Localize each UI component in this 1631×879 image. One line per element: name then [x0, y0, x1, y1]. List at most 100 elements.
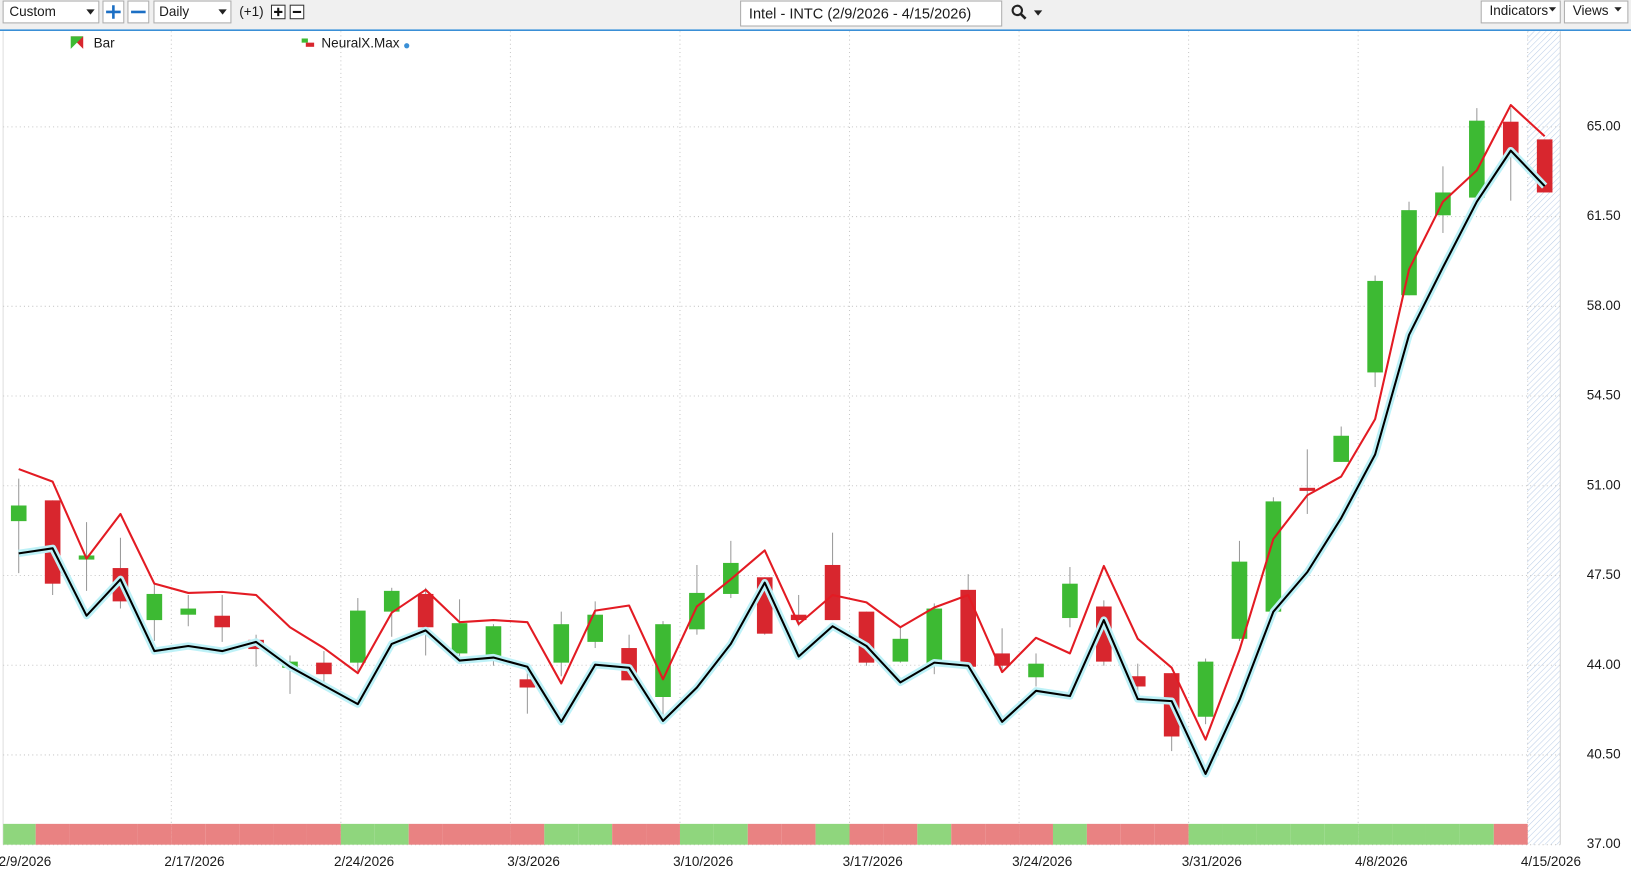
signal-cell: [273, 823, 307, 845]
signal-cell: [1052, 823, 1087, 845]
signal-cell: [1358, 823, 1393, 845]
signal-cell: [1392, 823, 1426, 845]
candle-body: [417, 593, 434, 628]
candle-body: [10, 505, 27, 522]
candle-body: [1062, 583, 1078, 619]
candle-body: [451, 623, 468, 654]
upper-line: [18, 104, 1546, 741]
candle-body: [146, 593, 163, 621]
candle-body: [1401, 210, 1417, 296]
y-tick-label: 40.50: [1587, 747, 1621, 762]
signal-cell: [815, 823, 850, 845]
candle-body: [44, 500, 61, 584]
legend: Bar NeuralX.Max: [70, 35, 410, 50]
candle-body: [824, 564, 841, 621]
candle-body: [689, 592, 705, 630]
legend-dot: [404, 43, 410, 49]
candle-body: [383, 590, 400, 612]
offset-label: (+1): [239, 4, 263, 19]
signal-cell: [510, 823, 545, 845]
signal-cell: [306, 823, 341, 845]
signal-cell: [747, 823, 782, 845]
x-tick-label: 4/8/2026: [1355, 854, 1408, 869]
candle-body: [316, 662, 332, 675]
views-button[interactable]: Views: [1563, 0, 1629, 24]
y-tick-label: 54.50: [1587, 388, 1621, 403]
signal-cell: [1290, 823, 1325, 845]
indicators-button[interactable]: Indicators: [1480, 0, 1561, 24]
candle-body: [926, 608, 943, 666]
signal-cell: [679, 823, 714, 845]
candle-body: [485, 626, 502, 660]
signal-cell: [849, 823, 884, 845]
candle-body: [180, 608, 197, 615]
indicators-label[interactable]: Indicators: [1490, 3, 1549, 18]
signal-cell: [1324, 823, 1359, 845]
legend-icon: [305, 42, 315, 47]
signal-cell: [951, 823, 986, 845]
candle-body: [1502, 121, 1519, 157]
x-tick-label: 2/24/2026: [334, 854, 394, 869]
signal-cell: [442, 823, 477, 845]
signal-cell: [1493, 823, 1528, 845]
offset-minus[interactable]: [289, 4, 305, 20]
signal-cell: [781, 823, 816, 845]
offset-plus[interactable]: [270, 4, 286, 20]
range-dropdown[interactable]: Custom: [2, 0, 100, 24]
x-tick-label: 4/15/2026: [1521, 854, 1581, 869]
y-tick-label: 37.00: [1587, 836, 1621, 851]
signal-cell: [1019, 823, 1053, 845]
candle-body: [553, 624, 570, 663]
signal-cell: [544, 823, 579, 845]
y-tick-label: 58.00: [1587, 298, 1621, 313]
interval-dropdown[interactable]: Daily: [153, 0, 232, 24]
signal-cell: [69, 823, 104, 845]
legend-icon: [301, 38, 308, 43]
signal-cell: [374, 823, 409, 845]
y-tick-label: 47.50: [1587, 567, 1621, 582]
candle-body: [1197, 661, 1214, 717]
views-label[interactable]: Views: [1573, 3, 1609, 18]
signal-cell: [476, 823, 511, 845]
signal-cell: [578, 823, 613, 845]
zoom-out-button[interactable]: [127, 0, 150, 24]
signal-cell: [205, 823, 240, 845]
signal-cell: [3, 823, 36, 845]
candle-body: [1299, 487, 1316, 491]
signal-cell: [646, 823, 680, 845]
symbol-box[interactable]: Intel - INTC (2/9/2026 - 4/15/2026): [740, 0, 1003, 27]
zoom-in-button[interactable]: [102, 0, 125, 24]
interval-label[interactable]: Daily: [159, 4, 189, 19]
symbol-label[interactable]: Intel - INTC (2/9/2026 - 4/15/2026): [749, 6, 971, 22]
signal-cell: [1425, 823, 1460, 845]
y-tick-label: 51.00: [1587, 477, 1621, 492]
candle-body: [1231, 561, 1248, 639]
range-label[interactable]: Custom: [9, 4, 56, 19]
search-button[interactable]: [1011, 4, 1043, 20]
line-glow: [18, 146, 1548, 778]
candle-body: [1129, 676, 1146, 687]
signal-cell: [1222, 823, 1257, 845]
candle-body: [1469, 120, 1485, 198]
signal-cell: [1256, 823, 1291, 845]
x-tick-label: 3/17/2026: [843, 854, 903, 869]
candle-body: [1265, 501, 1282, 612]
x-tick-label: 3/31/2026: [1182, 854, 1242, 869]
x-tick-label: 3/3/2026: [507, 854, 560, 869]
signal-cell: [171, 823, 206, 845]
x-tick-label: 2/9/2026: [0, 854, 51, 869]
y-tick-label: 61.50: [1587, 208, 1621, 223]
signal-cell: [103, 823, 138, 845]
x-tick-label: 3/10/2026: [673, 854, 733, 869]
candle-body: [1333, 435, 1350, 462]
y-tick-label: 44.00: [1587, 657, 1621, 672]
signal-cell: [985, 823, 1020, 845]
signal-cell: [408, 823, 443, 845]
signal-cell: [1188, 823, 1223, 845]
candle-body: [790, 614, 807, 621]
signal-cell: [917, 823, 952, 845]
candle-body: [350, 610, 366, 663]
legend-label: NeuralX.Max: [321, 35, 399, 50]
candle-body: [1028, 663, 1044, 678]
